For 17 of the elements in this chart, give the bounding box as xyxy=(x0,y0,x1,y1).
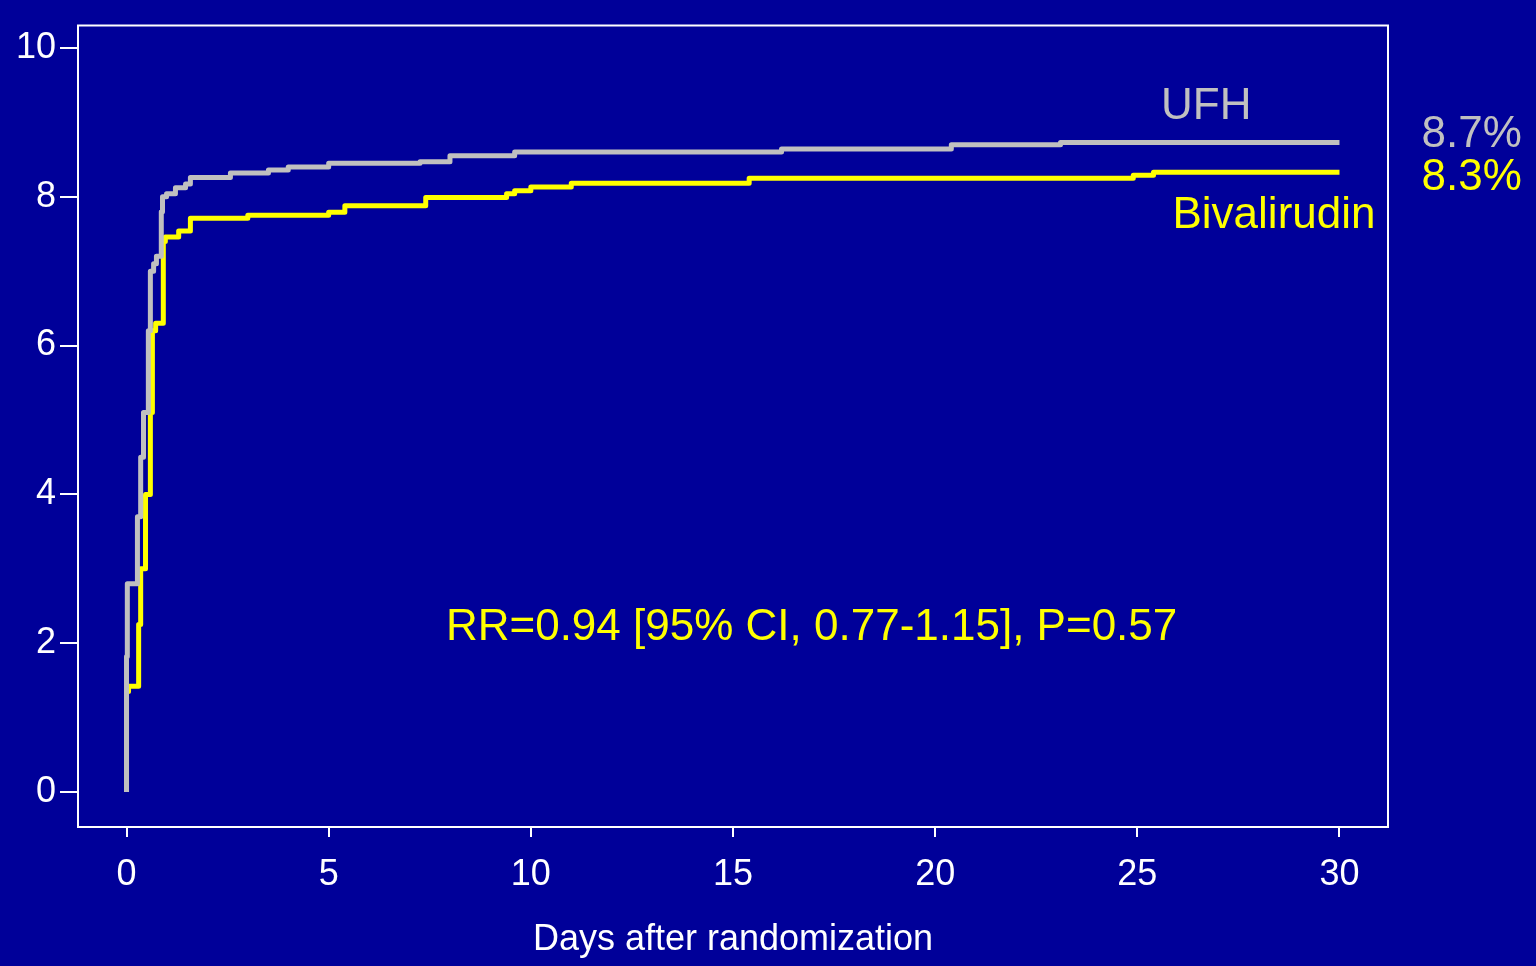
y-tick-label: 8 xyxy=(35,173,56,215)
series-label: Bivalirudin xyxy=(1172,188,1376,238)
x-tick-label: 5 xyxy=(318,851,339,893)
x-tick-label: 10 xyxy=(510,851,551,893)
x-tick-label: 0 xyxy=(116,851,137,893)
y-tick-label: 2 xyxy=(35,620,56,662)
annotation: RR=0.94 [95% CI, 0.77-1.15], P=0.57 xyxy=(445,600,1178,650)
x-tick-label: 20 xyxy=(915,851,956,893)
y-tick-label: 0 xyxy=(35,768,56,810)
y-tick-label: 10 xyxy=(15,24,56,66)
y-tick-label: 6 xyxy=(35,322,56,364)
series-label: UFH xyxy=(1161,78,1252,128)
x-axis-title: Days after randomization xyxy=(532,917,934,959)
x-tick-label: 15 xyxy=(712,851,754,893)
x-tick-label: 30 xyxy=(1319,851,1360,893)
y-tick-label: 4 xyxy=(35,471,56,513)
x-tick-label: 25 xyxy=(1117,851,1158,893)
